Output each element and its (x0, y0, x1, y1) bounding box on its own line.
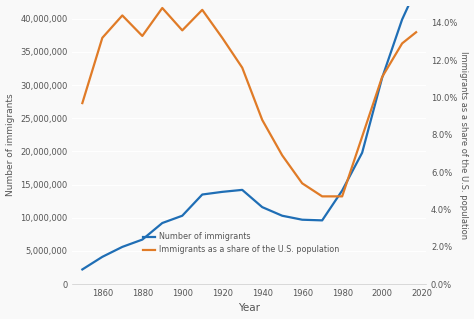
Immigrants as a share of the U.S. population (180, 28, 185, 32)
Number of immigrants (259, 205, 265, 209)
Legend: Number of immigrants, Immigrants as a share of the U.S. population: Number of immigrants, Immigrants as a sh… (140, 229, 343, 258)
Number of immigrants (80, 268, 85, 271)
Number of immigrants (300, 218, 305, 222)
Y-axis label: Number of immigrants: Number of immigrants (6, 93, 15, 196)
X-axis label: Year: Year (238, 303, 260, 314)
Immigrants as a share of the U.S. population (239, 66, 245, 70)
Y-axis label: Immigrants as a share of the U.S. population: Immigrants as a share of the U.S. popula… (459, 51, 468, 239)
Number of immigrants (119, 245, 125, 249)
Number of immigrants (219, 190, 225, 194)
Immigrants as a share of the U.S. population (413, 30, 419, 34)
Number of immigrants (100, 255, 105, 259)
Immigrants as a share of the U.S. population (139, 34, 145, 38)
Line: Number of immigrants: Number of immigrants (82, 0, 416, 270)
Immigrants as a share of the U.S. population (300, 182, 305, 185)
Number of immigrants (319, 219, 325, 222)
Immigrants as a share of the U.S. population (359, 135, 365, 138)
Number of immigrants (139, 238, 145, 241)
Number of immigrants (379, 76, 385, 80)
Number of immigrants (239, 188, 245, 192)
Number of immigrants (399, 18, 405, 21)
Line: Immigrants as a share of the U.S. population: Immigrants as a share of the U.S. popula… (82, 8, 416, 197)
Immigrants as a share of the U.S. population (259, 118, 265, 122)
Immigrants as a share of the U.S. population (339, 195, 345, 198)
Immigrants as a share of the U.S. population (219, 36, 225, 40)
Immigrants as a share of the U.S. population (399, 41, 405, 45)
Immigrants as a share of the U.S. population (119, 13, 125, 17)
Number of immigrants (279, 214, 285, 218)
Immigrants as a share of the U.S. population (200, 8, 205, 12)
Number of immigrants (359, 151, 365, 155)
Number of immigrants (159, 221, 165, 225)
Number of immigrants (339, 189, 345, 192)
Immigrants as a share of the U.S. population (279, 153, 285, 157)
Number of immigrants (200, 193, 205, 197)
Immigrants as a share of the U.S. population (80, 101, 85, 105)
Immigrants as a share of the U.S. population (379, 75, 385, 79)
Immigrants as a share of the U.S. population (159, 6, 165, 10)
Immigrants as a share of the U.S. population (319, 195, 325, 198)
Immigrants as a share of the U.S. population (100, 36, 105, 40)
Number of immigrants (180, 214, 185, 218)
